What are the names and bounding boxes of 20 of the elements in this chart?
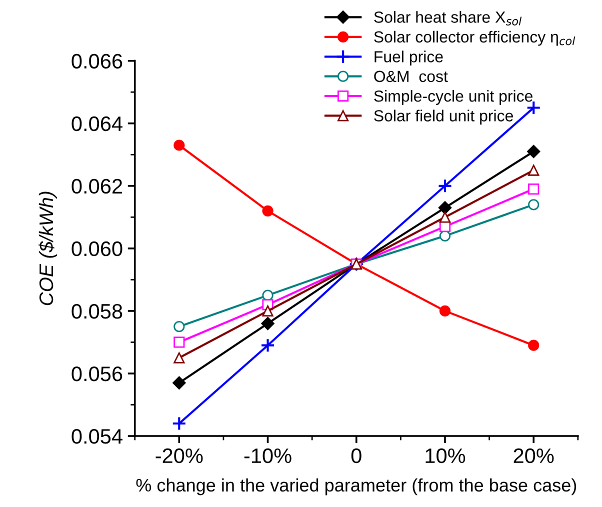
legend-label: Fuel price xyxy=(374,50,443,66)
y-tick-label: 0.056 xyxy=(72,366,122,382)
y-tick-label: 0.058 xyxy=(72,304,122,319)
x-axis-title: % change in the varied parameter (from the base case) xyxy=(136,478,576,496)
x-tick-label: -20% xyxy=(156,448,203,464)
x-tick-label: -10% xyxy=(244,448,292,464)
legend-label: Solar heat share X$_{sol}$ xyxy=(374,11,522,26)
y-tick-label: 0.060 xyxy=(72,241,122,256)
x-tick-label: 0 xyxy=(351,448,362,464)
y-tick-label: 0.054 xyxy=(72,429,122,444)
y-tick-label: 0.062 xyxy=(72,178,122,194)
legend-label: Solar field unit price xyxy=(374,110,513,125)
y-axis-title: COE ($/kWh) xyxy=(38,192,58,306)
legend-label: Solar collector efficiency η$_{col}$ xyxy=(374,30,576,46)
legend-label: Simple-cycle unit price xyxy=(374,90,532,105)
x-tick-label: 10% xyxy=(426,448,466,464)
x-tick-label: 20% xyxy=(514,448,554,464)
y-tick-label: 0.064 xyxy=(72,116,122,132)
y-tick-label: 0.066 xyxy=(72,54,122,69)
legend-label: O&M cost xyxy=(374,70,448,82)
